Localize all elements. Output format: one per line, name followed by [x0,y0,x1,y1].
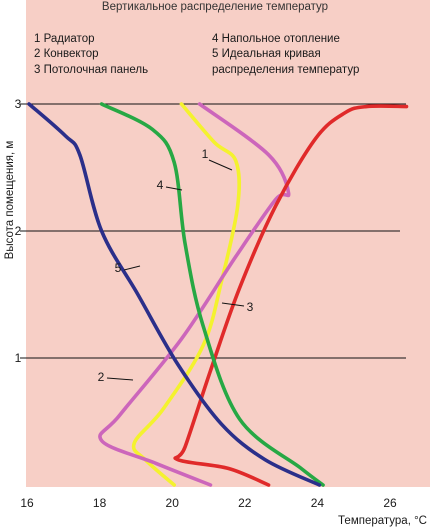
series-line-4 [99,102,325,487]
x-tick-label: 24 [311,496,325,510]
curve-callouts: 1 2 3 4 5 [98,147,254,384]
x-tick-label: 22 [238,496,252,510]
series-line-2 [98,102,291,487]
plot-background [26,0,430,487]
series-line-3 [173,104,409,487]
callout-leader-4 [165,186,183,191]
series-line-5 [27,102,322,487]
y-tick-label: 2 [15,224,22,238]
callout-leader-1 [208,159,233,171]
y-tick-label: 1 [15,351,22,365]
x-tick-label: 20 [166,496,180,510]
x-tick-label: 26 [383,496,397,510]
legend-item-1: 1 Радиатор [34,33,94,45]
x-axis-label: Температура, °С [338,515,427,527]
legend-item-3: 3 Потолочная панель [34,64,148,76]
curve-label-4: 4 [157,178,164,192]
curve-label-2: 2 [98,370,105,384]
curve-label-1: 1 [202,147,209,161]
legend-item-5: 5 Идеальная кривая [212,48,321,60]
legend-item-5-cont: распределения температур [212,64,359,76]
y-axis-label: Высота помещения, м [4,141,16,260]
x-tick-label: 16 [20,496,34,510]
legend-item-2: 2 Конвектор [34,48,99,60]
curve-label-5: 5 [115,261,122,275]
callout-leader-3 [221,302,245,307]
series-group [27,102,409,487]
legend-item-4: 4 Напольное отопление [212,33,340,45]
curve-label-3: 3 [247,300,254,314]
x-tick-label: 18 [93,496,107,510]
callout-leader-2 [106,377,134,381]
legend: 1 Радиатор 2 Конвектор 3 Потолочная пане… [34,33,359,76]
chart-title: Вертикальное распределение температур [102,1,328,13]
series-line-1 [131,102,242,487]
callout-leader-5 [123,265,141,271]
y-tick-label: 3 [15,97,22,111]
